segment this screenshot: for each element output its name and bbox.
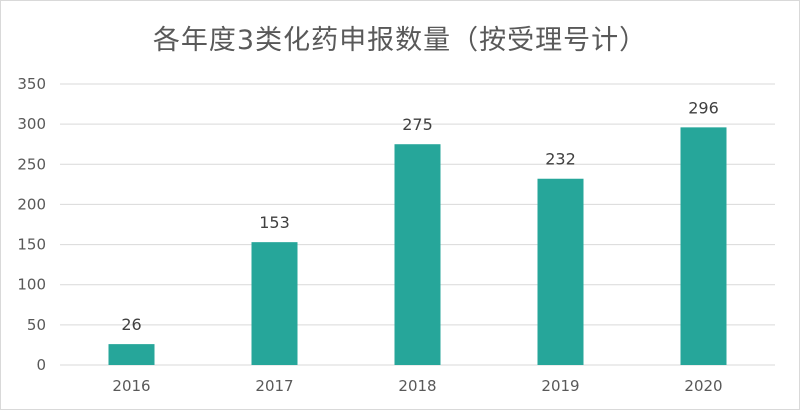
- bar-2016: [108, 344, 155, 365]
- bar-2017: [251, 242, 298, 365]
- x-tick-label: 2019: [541, 377, 579, 395]
- x-tick-label: 2018: [398, 377, 436, 395]
- data-label: 26: [121, 315, 141, 334]
- y-tick-label: 150: [17, 236, 46, 254]
- y-tick-label: 250: [17, 155, 46, 173]
- data-label: 232: [545, 150, 576, 169]
- y-tick-label: 0: [36, 356, 46, 374]
- y-tick-label: 100: [17, 276, 46, 294]
- x-tick-label: 2020: [684, 377, 722, 395]
- y-tick-label: 50: [27, 316, 46, 334]
- y-tick-label: 200: [17, 195, 46, 213]
- x-tick-label: 2016: [112, 377, 150, 395]
- bar-2019: [537, 178, 584, 365]
- x-tick-label: 2017: [255, 377, 293, 395]
- labels: 0 50 100 150 200 250 300 350 26 2016 153 2017 275 201…: [17, 75, 722, 395]
- data-label: 296: [688, 98, 719, 117]
- chart-title: 各年度3类化药申报数量（按受理号计）: [152, 25, 648, 56]
- data-label: 275: [402, 115, 433, 134]
- bar-2018: [394, 144, 441, 365]
- bar-2020: [680, 127, 727, 366]
- bars: [108, 127, 727, 366]
- y-tick-label: 300: [17, 115, 46, 133]
- data-label: 153: [259, 213, 290, 232]
- y-tick-label: 350: [17, 75, 46, 93]
